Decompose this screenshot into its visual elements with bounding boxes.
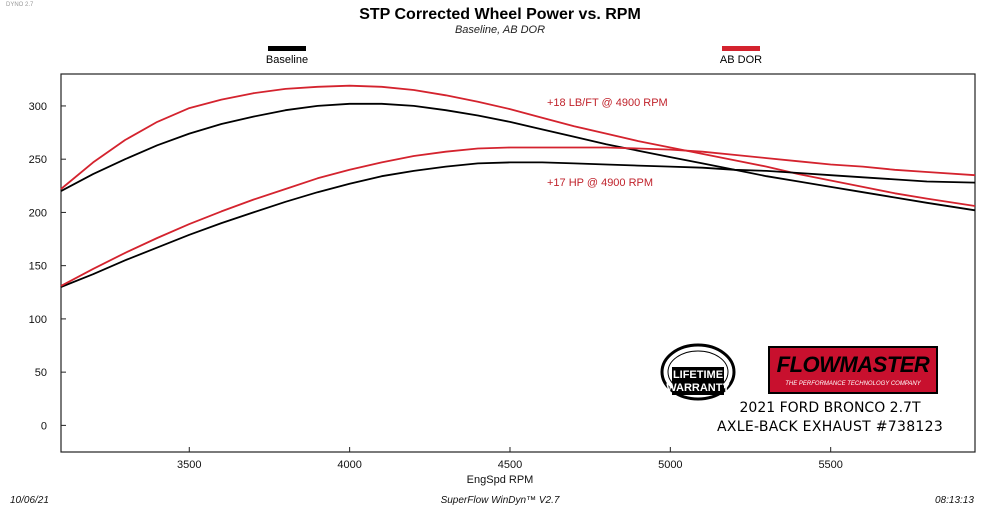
x-tick-label: 4000 bbox=[337, 459, 361, 471]
legend-swatch-baseline bbox=[268, 46, 306, 51]
chart-subtitle: Baseline, AB DOR bbox=[454, 24, 546, 36]
x-axis-label: EngSpd RPM bbox=[466, 474, 534, 486]
flowmaster-logo: FLOWMASTER THE PERFORMANCE TECHNOLOGY CO… bbox=[768, 346, 938, 394]
x-tick-label: 3500 bbox=[177, 459, 201, 471]
product-line-1: 2021 FORD BRONCO 2.7T bbox=[739, 400, 921, 416]
x-tick-label: 5000 bbox=[658, 459, 682, 471]
legend-swatch-ab-dor bbox=[722, 46, 760, 51]
warranty-badge: LIFETIME WARRANTY bbox=[658, 343, 738, 401]
legend-label-ab-dor: AB DOR bbox=[719, 54, 763, 66]
chart-axes: 0 50 100 150 200 250 300 3500 4000 4500 5000 5500 bbox=[29, 73, 976, 471]
x-tick-label: 5500 bbox=[818, 459, 842, 471]
product-line-2: AXLE-BACK EXHAUST #738123 bbox=[716, 419, 944, 435]
badge-text-bottom: WARRANTY bbox=[666, 382, 730, 394]
series-line-2 bbox=[60, 161, 976, 288]
legend-label-baseline: Baseline bbox=[265, 54, 309, 66]
series-line-0 bbox=[60, 102, 976, 212]
chart-title: STP Corrected Wheel Power vs. RPM bbox=[359, 6, 641, 23]
y-tick-label: 100 bbox=[29, 314, 47, 326]
badge-text-top: LIFETIME bbox=[672, 369, 724, 381]
annotation-torque: +18 LB/FT @ 4900 RPM bbox=[547, 97, 668, 109]
series-line-3 bbox=[60, 146, 976, 287]
annotation-hp: +17 HP @ 4900 RPM bbox=[547, 177, 653, 189]
plot-frame bbox=[60, 73, 976, 453]
footer-date: 10/06/21 bbox=[10, 495, 49, 506]
logo-word: FLOWMASTER bbox=[776, 352, 930, 377]
warranty-badge-icon bbox=[660, 343, 736, 401]
y-tick-label: 50 bbox=[35, 367, 47, 379]
x-tick-label: 4500 bbox=[498, 459, 522, 471]
y-tick-label: 300 bbox=[29, 101, 47, 113]
series-line-1 bbox=[60, 84, 976, 207]
legend-item-ab-dor: AB DOR bbox=[706, 46, 776, 66]
footer-time: 08:13:13 bbox=[935, 495, 974, 506]
chart-series bbox=[60, 84, 976, 288]
footer-software: SuperFlow WinDyn™ V2.7 bbox=[440, 495, 560, 506]
y-tick-label: 0 bbox=[41, 420, 47, 432]
logo-tagline: THE PERFORMANCE TECHNOLOGY COMPANY bbox=[785, 381, 921, 387]
y-tick-label: 250 bbox=[29, 154, 47, 166]
y-tick-label: 200 bbox=[29, 207, 47, 219]
y-tick-label: 150 bbox=[29, 261, 47, 273]
corner-text: DYNO 2.7 bbox=[6, 2, 34, 8]
legend-item-baseline: Baseline bbox=[252, 46, 322, 66]
